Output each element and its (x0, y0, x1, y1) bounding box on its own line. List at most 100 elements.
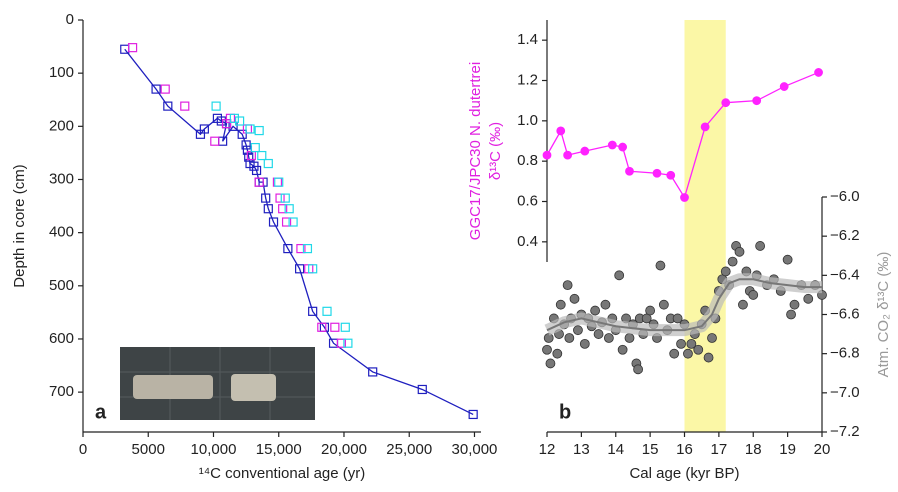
data-point (278, 204, 288, 214)
data-point (284, 204, 294, 214)
data-point (563, 150, 573, 160)
data-point (317, 322, 327, 332)
data-point (564, 333, 575, 343)
data-point (693, 344, 704, 355)
data-point (720, 266, 731, 277)
y2-tick-label: −6.4 (830, 266, 860, 283)
data-point (614, 270, 625, 281)
data-point (676, 338, 686, 349)
series-line (546, 71, 819, 200)
data-point (336, 338, 346, 348)
x-tick-label: 17 (711, 441, 728, 458)
data-point (814, 68, 823, 77)
x-tick-label: 30,000 (452, 441, 498, 458)
panel-label: a (95, 401, 107, 423)
data-point (280, 193, 290, 203)
y-tick-label: 0.8 (517, 152, 538, 169)
data-point (242, 124, 253, 134)
data-point (322, 306, 332, 316)
data-point (655, 260, 666, 271)
data-point (569, 293, 580, 304)
data-point (703, 352, 714, 363)
data-point (590, 305, 601, 316)
data-point (700, 122, 710, 132)
data-point (686, 338, 697, 349)
data-point (555, 299, 566, 310)
data-point (245, 124, 255, 134)
fit-line (546, 278, 822, 332)
data-point (330, 322, 340, 332)
y2-axis-label: Atm. CO₂ δ¹³C (‰) (875, 252, 892, 378)
panel-label: b (559, 401, 571, 423)
y-tick-label: 100 (49, 64, 74, 81)
data-point (308, 264, 318, 274)
y-tick-label: 700 (49, 383, 74, 400)
data-point (607, 140, 617, 150)
series-line (124, 48, 474, 416)
data-point (234, 116, 245, 126)
data-point (672, 313, 683, 324)
x-tick-label: 15,000 (256, 441, 302, 458)
data-point (779, 82, 789, 91)
data-point (263, 158, 273, 169)
data-point (283, 243, 293, 254)
y2-tick-label: −6.0 (830, 188, 860, 205)
data-point (263, 204, 273, 214)
data-point (633, 364, 643, 375)
data-point (275, 193, 285, 203)
data-point (281, 217, 292, 227)
data-point (543, 333, 554, 343)
data-point (237, 129, 247, 139)
data-point (216, 116, 226, 126)
y-axis-label: δ¹³C (‰) (487, 122, 504, 180)
y-tick-label: 0.4 (517, 233, 538, 250)
data-point (151, 84, 161, 94)
data-point (468, 409, 478, 420)
data-point (163, 101, 173, 111)
x-tick-label: 0 (79, 441, 87, 458)
data-point (199, 124, 209, 134)
highlight-span (684, 20, 726, 432)
data-point (680, 193, 689, 202)
y2-tick-label: −7.2 (830, 423, 860, 440)
data-point (579, 338, 590, 349)
data-point (340, 322, 350, 332)
data-point (789, 299, 800, 310)
y2-tick-label: −6.6 (830, 305, 860, 322)
data-point (707, 333, 717, 343)
data-point (721, 98, 731, 108)
y-tick-label: 1.4 (517, 31, 538, 48)
data-point (545, 358, 556, 369)
data-point (274, 177, 284, 187)
x-tick-label: 18 (745, 441, 762, 458)
x-tick-label: 12 (539, 441, 556, 458)
data-point (257, 150, 267, 161)
y-tick-label: 1.2 (517, 71, 538, 88)
data-point (562, 280, 573, 291)
data-point (624, 333, 635, 343)
data-point (210, 136, 220, 146)
x-tick-label: 20,000 (321, 441, 367, 458)
data-point (250, 142, 260, 153)
data-point (552, 348, 563, 359)
core-photo (120, 347, 315, 420)
x-axis-label: Cal age (kyr BP) (629, 465, 739, 482)
data-point (244, 152, 254, 162)
data-point (666, 170, 676, 180)
y-tick-label: 200 (49, 117, 74, 134)
data-point (302, 243, 313, 254)
data-point (625, 166, 634, 176)
data-point (229, 113, 239, 123)
data-point (295, 264, 305, 274)
data-point (603, 333, 614, 343)
data-point (211, 101, 221, 111)
x-tick-label: 5000 (132, 441, 165, 458)
data-point (343, 338, 353, 348)
data-point (748, 290, 759, 300)
y-tick-label: 0 (66, 11, 74, 28)
data-point (254, 125, 264, 136)
data-point (308, 306, 318, 316)
y-tick-label: 600 (49, 330, 74, 347)
data-point (573, 325, 583, 336)
